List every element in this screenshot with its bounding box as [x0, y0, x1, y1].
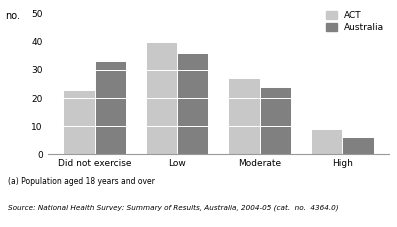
Bar — [146, 42, 177, 70]
Bar — [311, 129, 342, 154]
Bar — [260, 87, 291, 98]
Bar — [94, 98, 126, 126]
Bar — [94, 62, 126, 70]
Bar — [63, 126, 94, 154]
Y-axis label: no.: no. — [5, 11, 20, 21]
Text: (a) Population aged 18 years and over: (a) Population aged 18 years and over — [8, 177, 155, 186]
Bar — [260, 98, 291, 126]
Bar — [228, 78, 260, 98]
Bar — [342, 138, 374, 154]
Bar — [228, 126, 260, 154]
Bar — [94, 126, 126, 154]
Bar — [146, 98, 177, 126]
Bar — [177, 98, 208, 126]
Bar — [63, 90, 94, 98]
Legend: ACT, Australia: ACT, Australia — [326, 11, 385, 32]
Bar — [177, 126, 208, 154]
Bar — [146, 126, 177, 154]
Bar — [63, 98, 94, 126]
Bar — [94, 70, 126, 98]
Bar — [177, 53, 208, 70]
Bar — [177, 70, 208, 98]
Text: Source: National Health Survey: Summary of Results, Australia, 2004-05 (cat.  no: Source: National Health Survey: Summary … — [8, 204, 339, 211]
Bar — [228, 98, 260, 126]
Bar — [260, 126, 291, 154]
Bar — [146, 70, 177, 98]
